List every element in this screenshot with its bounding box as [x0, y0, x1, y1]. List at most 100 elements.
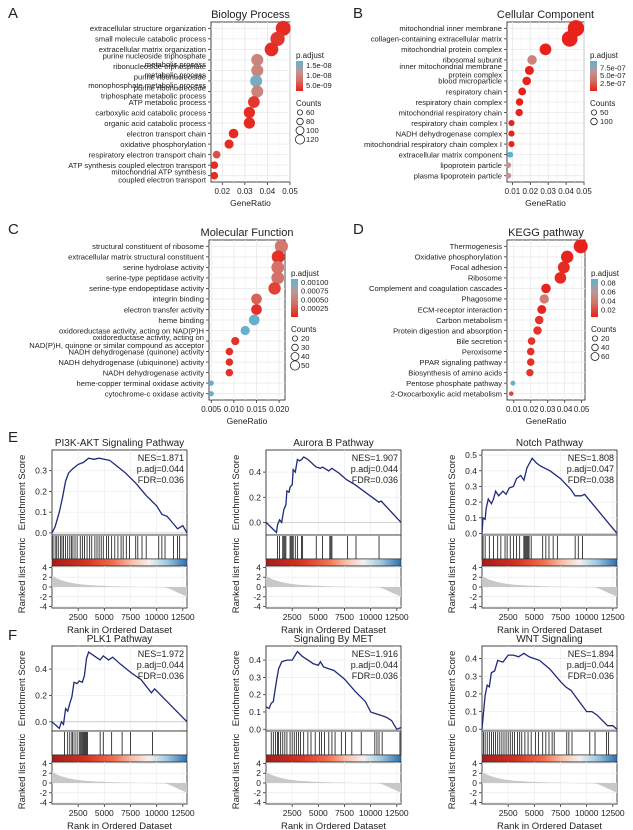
- x-axis-label: GeneRatio: [525, 198, 566, 208]
- stat-label: FDR=0.036: [352, 671, 398, 681]
- color-scale-bar: [590, 61, 597, 91]
- term-label: monophosphate metabolic process: [88, 81, 206, 90]
- data-point: [505, 162, 512, 168]
- y-tick-label: 0.3: [465, 671, 477, 681]
- term-label: Oxidative phosphorylation: [415, 253, 502, 262]
- x-axis-label: GeneRatio: [227, 416, 268, 426]
- stat-label: FDR=0.036: [568, 671, 614, 681]
- term-label: serine-type peptidase activity: [106, 274, 204, 283]
- term-label: lipoprotein particle: [440, 161, 502, 170]
- legend-title: p.adjust: [590, 51, 619, 60]
- x-tick-label: 0.010: [224, 405, 245, 414]
- stat-label: FDR=0.036: [138, 475, 184, 485]
- y-tick-label: 0.4: [249, 655, 261, 665]
- term-label: Bile secretion: [456, 337, 502, 346]
- stat-label: NES=1.916: [352, 649, 398, 659]
- x-tick-label: 0.02: [214, 187, 230, 196]
- data-point: [271, 260, 285, 274]
- metric-area-negative: [482, 587, 617, 597]
- data-point: [208, 391, 214, 397]
- metric-tick-label: 0: [256, 778, 261, 788]
- hits-area: [265, 534, 402, 560]
- y-axis-label: Enrichment Score: [231, 455, 242, 531]
- size-legend-label: 50: [600, 108, 608, 117]
- term-label: serine hydrolase activity: [123, 263, 204, 272]
- stat-label: NES=1.808: [568, 453, 614, 463]
- term-label: heme-copper terminal oxidase activity: [77, 379, 205, 388]
- term-label: electron transport chain: [127, 129, 206, 138]
- metric-tick-label: 2: [472, 768, 477, 778]
- es-curve: [265, 650, 402, 731]
- term-label: Complement and coagulation cascades: [369, 284, 502, 293]
- rank-color-bar: [265, 558, 402, 567]
- term-label: purine ribonucleoside: [134, 83, 206, 92]
- data-point: [210, 161, 219, 169]
- x-tick-label: 7500: [551, 808, 570, 818]
- term-label: purine ribonucleoside: [134, 73, 206, 82]
- term-label: oxidoreductase activity, acting on NAD(P…: [59, 326, 204, 335]
- data-point: [271, 271, 285, 285]
- x-tick-label: 2500: [69, 808, 88, 818]
- data-point: [508, 141, 515, 148]
- y-tick-label: 0.3: [35, 466, 47, 476]
- hits-area: [51, 534, 188, 560]
- size-legend-circle: [590, 117, 598, 126]
- term-label: respiratory chain: [446, 87, 502, 96]
- y-axis-label: Enrichment Score: [231, 651, 242, 727]
- es-curve: [481, 652, 618, 730]
- es-plot-area: [51, 449, 188, 536]
- data-point: [508, 391, 514, 396]
- data-point: [533, 326, 542, 335]
- term-label: mitochondrial respiratory chain: [399, 108, 502, 117]
- data-point: [224, 139, 234, 149]
- y-axis-label: Enrichment Score: [447, 651, 458, 727]
- data-point: [210, 171, 219, 180]
- term-label: extracellular matrix component: [399, 150, 503, 159]
- y-tick-label: 0.3: [465, 481, 477, 491]
- data-point: [251, 85, 264, 98]
- gsea-panel-3: Notch Pathway 0.0 0.1 0.2 0.3 0.4 0.5 NES=1.808…: [447, 438, 625, 636]
- dotplot-panel-a: A Biology Process 0.02 0.03 0.04 0.05 GeneRati…: [8, 5, 332, 208]
- y-axis-label: Ranked list metric: [447, 734, 458, 810]
- metric-tick-label: 4: [472, 562, 477, 572]
- term-label: carboxylic acid catabolic process: [95, 108, 206, 117]
- stat-label: p.adj=0.044: [137, 464, 184, 474]
- y-tick-label: 0.1: [249, 707, 261, 717]
- term-label: protein complex: [448, 70, 502, 79]
- stat-label: p.adj=0.044: [351, 464, 398, 474]
- term-label: serine-type endopeptidase activity: [89, 284, 204, 293]
- y-tick-label: 0.3: [249, 672, 261, 682]
- y-tick-label: 0.4: [465, 654, 477, 664]
- es-plot-area: [51, 645, 188, 732]
- gsea-panel-6: WNT Signaling 0.0 0.1 0.2 0.3 0.4 NES=1.894p.a…: [447, 634, 625, 830]
- hits-area: [481, 534, 618, 560]
- data-point: [561, 30, 578, 47]
- hits-area: [481, 730, 618, 756]
- rank-color-bar: [481, 558, 618, 567]
- x-tick-label: 0.02: [522, 187, 538, 196]
- panel-label: F: [8, 627, 17, 644]
- data-point: [539, 294, 549, 304]
- y-tick-label: 0.2: [249, 492, 261, 502]
- size-legend-circle: [296, 117, 304, 126]
- y-tick-label: 0.1: [465, 707, 477, 717]
- y-tick-label: 0.4: [249, 467, 261, 477]
- term-label: organic acid catabolic process: [104, 119, 206, 128]
- color-legend-label: 5.0e-09: [306, 81, 332, 90]
- y-axis-label: Enrichment Score: [447, 455, 458, 531]
- color-legend-label: 0.08: [601, 279, 616, 288]
- data-point: [560, 250, 574, 264]
- color-legend-label: 0.00100: [301, 278, 328, 287]
- metric-tick-label: 2: [42, 572, 47, 582]
- metric-tick-label: 0: [42, 582, 47, 592]
- color-legend-label: 7.5e-07: [600, 63, 626, 72]
- term-label: NADH dehydrogenase (ubiquinone) activity: [58, 358, 204, 367]
- x-axis-label: Rank in Ordered Dataset: [497, 625, 602, 636]
- size-legend-label: 20: [601, 334, 609, 343]
- term-label: 2-Oxocarboxylic acid metabolism: [391, 389, 502, 398]
- x-tick-label: 0.01: [505, 187, 521, 196]
- size-legend-circle: [592, 335, 599, 342]
- chart-title: WNT Signaling: [516, 634, 583, 645]
- term-label: ECM-receptor interaction: [418, 305, 502, 314]
- data-point: [225, 358, 234, 366]
